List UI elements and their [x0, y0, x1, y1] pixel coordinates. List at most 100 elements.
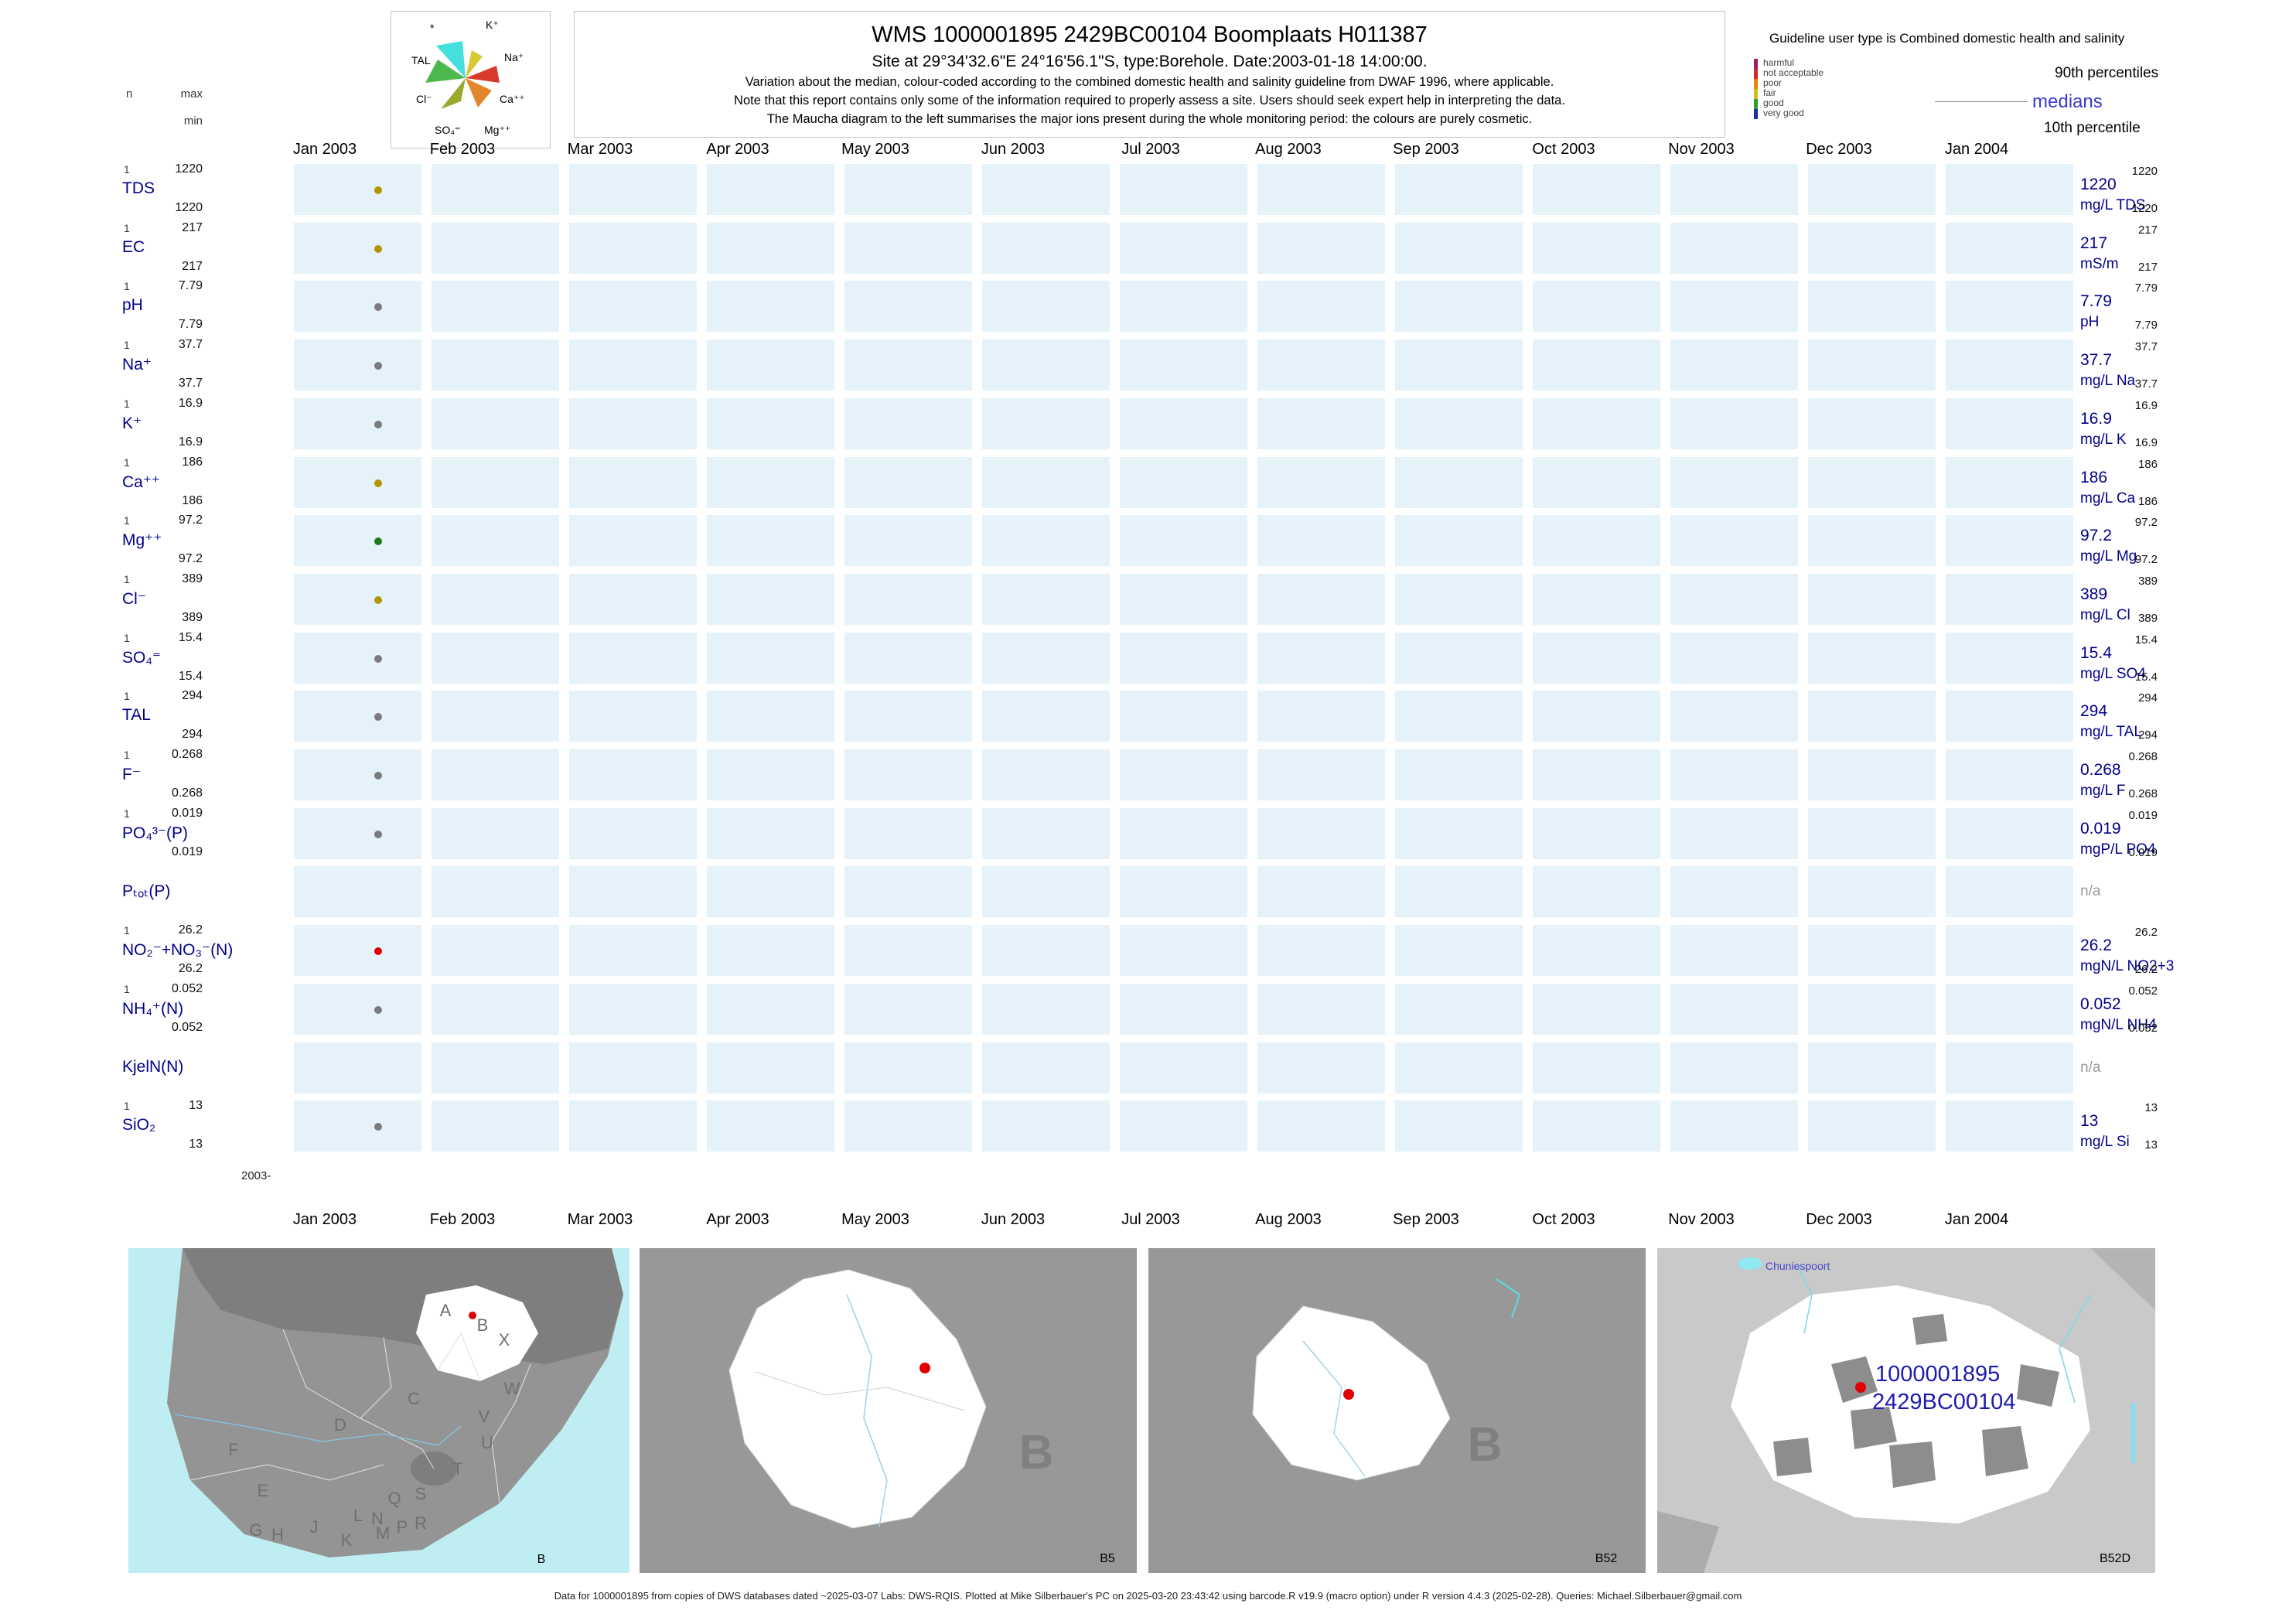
month-cell	[569, 164, 697, 215]
maucha-star-segment	[466, 66, 500, 83]
month-cell	[432, 515, 559, 567]
p10-value: 389	[2137, 611, 2158, 625]
sample-dot	[374, 186, 382, 194]
month-cell	[707, 925, 834, 977]
unit-label: mS/m	[2080, 255, 2119, 272]
guideline-user-type: Guideline user type is Combined domestic…	[1769, 31, 2125, 46]
p10-value: 16.9	[2134, 435, 2158, 449]
month-cell	[569, 983, 697, 1035]
sample-dot	[374, 244, 382, 253]
legend-medians: medians	[2032, 91, 2103, 112]
month-cell	[1395, 866, 1523, 918]
farm-parcel	[1889, 1441, 1936, 1488]
month-cell	[294, 1100, 421, 1152]
month-cell	[1946, 866, 2073, 918]
river	[174, 1414, 462, 1446]
month-cell	[1808, 983, 1936, 1035]
month-cell	[707, 397, 834, 449]
month-cell	[1533, 749, 1660, 800]
month-cell	[294, 339, 421, 391]
p10-value: 26.2	[2134, 963, 2158, 977]
drainage-region-letter: D	[334, 1415, 346, 1435]
maucha-label-k: K⁺	[486, 19, 499, 31]
drainage-region-letter: A	[440, 1301, 452, 1320]
month-cell	[844, 515, 972, 567]
month-cell	[432, 1100, 559, 1152]
sample-count: 1	[124, 514, 130, 527]
region-watermark: B	[1468, 1418, 1503, 1472]
sample-dot	[374, 772, 382, 780]
month-cell	[1120, 164, 1247, 215]
month-cell	[1946, 925, 2073, 977]
sample-dot	[374, 420, 382, 428]
parameter-label: SiO₂	[122, 1116, 156, 1134]
drainage-region-letter: S	[415, 1484, 427, 1503]
month-cell	[1120, 573, 1247, 625]
month-cell	[1395, 222, 1523, 274]
p90-value: 13	[2144, 1101, 2158, 1115]
month-cell	[1946, 281, 2073, 333]
p90-value: 186	[2137, 457, 2158, 471]
map-caption-b: B	[537, 1553, 546, 1566]
month-cell	[844, 866, 972, 918]
month-label-bottom: Jul 2003	[1121, 1211, 1180, 1228]
month-cell	[844, 1100, 972, 1152]
month-cell	[294, 925, 421, 977]
month-cell	[569, 925, 697, 977]
month-cell	[1808, 339, 1936, 391]
legend-category-label: not acceptable	[1763, 67, 1824, 78]
p10-value: 15.4	[2134, 670, 2158, 684]
parameter-label: pH	[122, 296, 143, 315]
month-cell	[1257, 1042, 1385, 1093]
farm-parcel	[1982, 1426, 2028, 1476]
month-cell	[1670, 691, 1798, 742]
month-cell	[569, 515, 697, 567]
p10-value: 0.019	[2128, 845, 2158, 859]
month-cell	[569, 281, 697, 333]
median-value: 16.9	[2080, 409, 2112, 428]
water-feature	[2131, 1403, 2135, 1463]
parameter-label: SO₄⁼	[122, 648, 161, 667]
month-cell	[982, 281, 1110, 333]
column-header-max: max	[180, 87, 203, 101]
unit-label: pH	[2080, 314, 2100, 331]
sample-dot	[374, 654, 382, 663]
month-cell	[1670, 866, 1798, 918]
month-cell	[707, 983, 834, 1035]
month-cell	[1946, 1100, 2073, 1152]
month-cell	[1257, 632, 1385, 684]
site-marker	[919, 1363, 930, 1373]
month-cell	[1533, 1100, 1660, 1152]
month-cell	[1120, 222, 1247, 274]
month-label-top: Sep 2003	[1393, 141, 1459, 158]
month-cell	[1670, 925, 1798, 977]
parameter-label: NO₂⁻+NO₃⁻(N)	[122, 941, 234, 960]
river	[1302, 1340, 1366, 1477]
max-value: 97.2	[178, 513, 203, 527]
month-cell	[1120, 456, 1247, 508]
p90-value: 15.4	[2134, 633, 2158, 647]
month-cell	[707, 222, 834, 274]
median-value: 186	[2080, 468, 2108, 486]
terrain-shade	[2090, 1248, 2155, 1310]
drainage-region-letter: M	[376, 1523, 390, 1543]
month-cell	[432, 807, 559, 859]
min-value: 389	[182, 610, 203, 624]
min-value: 16.9	[178, 435, 203, 449]
axis-origin-label: 2003-	[241, 1169, 271, 1182]
legend-10th-percentile: 10th percentile	[2044, 120, 2141, 136]
month-cell	[982, 632, 1110, 684]
month-cell	[569, 807, 697, 859]
maucha-svg: * K⁺ TAL Na⁺ Cl⁻ Ca⁺⁺ SO₄⁼ Mg⁺⁺	[411, 19, 525, 136]
month-label-bottom: Nov 2003	[1668, 1211, 1735, 1228]
month-cell	[569, 1042, 697, 1093]
drainage-region-letter: J	[310, 1517, 319, 1537]
drainage-region-letter: U	[481, 1433, 493, 1452]
month-cell	[1120, 807, 1247, 859]
column-header-n: n	[126, 87, 133, 101]
p90-value: 37.7	[2134, 340, 2158, 354]
p90-value: 0.052	[2128, 984, 2158, 998]
month-cell	[1257, 866, 1385, 918]
